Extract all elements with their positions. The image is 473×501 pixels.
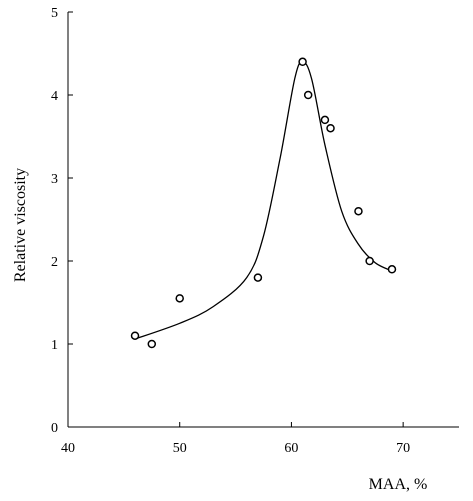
axes	[67, 12, 459, 428]
x-tick-label: 60	[284, 441, 298, 456]
data-point	[147, 339, 157, 349]
data-point	[298, 57, 307, 67]
x-tick-label: 50	[173, 441, 187, 456]
y-tick-label: 4	[51, 89, 58, 104]
fit-curve	[134, 61, 393, 340]
data-points	[130, 57, 397, 349]
data-point	[354, 206, 363, 216]
y-tick-label: 5	[51, 6, 58, 21]
data-point	[253, 273, 263, 282]
y-tick-label: 2	[51, 255, 58, 270]
data-point	[320, 115, 330, 125]
ticks: 40 50 60 70 0 1 2 3 4 5	[51, 6, 410, 456]
x-axis-label: MAA, %	[369, 476, 428, 493]
y-tick-label: 1	[51, 338, 58, 353]
data-point	[326, 123, 335, 133]
y-axis-label: Relative viscosity	[12, 168, 29, 282]
data-point	[303, 90, 313, 100]
data-point	[175, 294, 184, 303]
x-tick-label: 40	[61, 441, 75, 456]
data-point	[365, 256, 374, 266]
y-tick-label: 3	[51, 172, 58, 187]
x-tick-label: 70	[396, 441, 410, 456]
data-point	[387, 265, 397, 274]
y-tick-label: 0	[51, 421, 58, 436]
data-point	[130, 331, 140, 340]
